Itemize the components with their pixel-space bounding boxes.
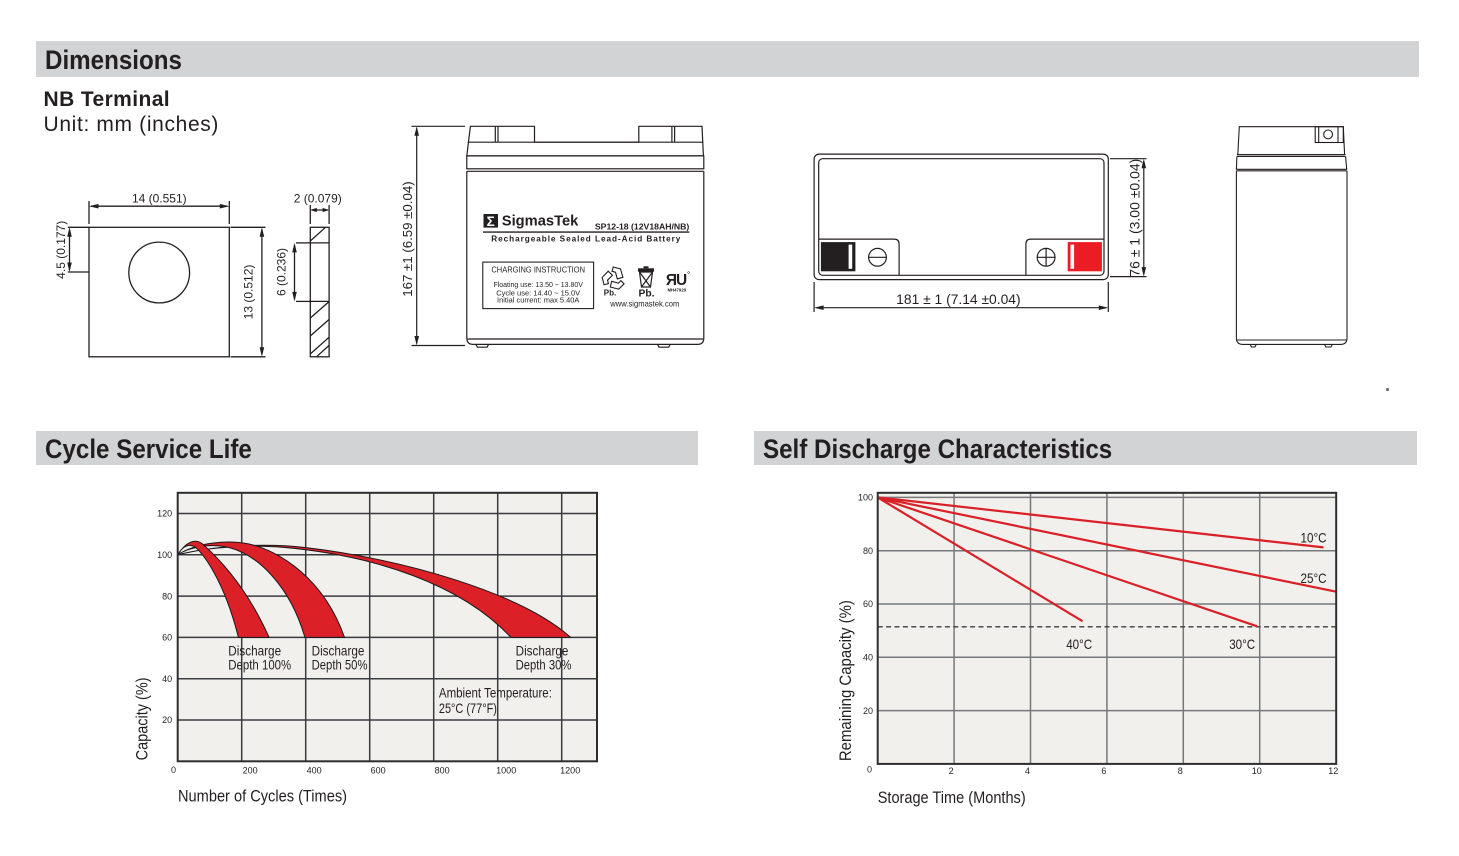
svg-text:Depth 30%: Depth 30% — [516, 657, 572, 673]
svg-text:100: 100 — [858, 493, 873, 503]
svg-text:12: 12 — [1328, 766, 1338, 776]
svg-text:25°C (77°F): 25°C (77°F) — [439, 700, 497, 716]
svg-text:6: 6 — [1101, 766, 1106, 776]
svg-text:10: 10 — [1252, 766, 1262, 776]
svg-text:60: 60 — [863, 599, 873, 609]
svg-text:4: 4 — [1025, 766, 1030, 776]
svg-text:ЯU: ЯU — [666, 272, 687, 289]
svg-text:0: 0 — [867, 765, 872, 775]
svg-text:Discharge: Discharge — [312, 643, 365, 659]
svg-text:Remaining Capacity (%): Remaining Capacity (%) — [836, 600, 855, 761]
svg-text:Floating use: 13.50 ~ 13.80V: Floating use: 13.50 ~ 13.80V — [493, 280, 583, 289]
svg-text:SigmasTek: SigmasTek — [502, 213, 580, 229]
svg-text:www.sigmastek.com: www.sigmastek.com — [609, 299, 679, 308]
svg-text:600: 600 — [371, 766, 386, 776]
svg-text:1000: 1000 — [496, 766, 516, 776]
svg-text:13 (0.512): 13 (0.512) — [241, 265, 255, 320]
svg-text:400: 400 — [307, 766, 322, 776]
svg-text:2 (0.079): 2 (0.079) — [294, 191, 342, 205]
svg-text:CHARGING INSTRUCTION: CHARGING INSTRUCTION — [491, 265, 585, 274]
svg-text:200: 200 — [243, 766, 258, 776]
svg-text:167 ±1 (6.59 ±0.04): 167 ±1 (6.59 ±0.04) — [400, 181, 415, 296]
svg-text:Capacity (%): Capacity (%) — [133, 677, 152, 760]
svg-text:100: 100 — [157, 550, 172, 560]
svg-text:Discharge: Discharge — [516, 643, 569, 659]
svg-text:120: 120 — [157, 509, 172, 519]
svg-text:20: 20 — [162, 715, 172, 725]
svg-text:Discharge: Discharge — [228, 643, 281, 659]
svg-text:80: 80 — [162, 591, 172, 601]
svg-text:SP12-18 (12V18AH/NB): SP12-18 (12V18AH/NB) — [595, 221, 690, 231]
svg-text:MH47929: MH47929 — [667, 288, 686, 293]
svg-text:40: 40 — [863, 653, 873, 663]
svg-text:40: 40 — [162, 674, 172, 684]
svg-text:20: 20 — [863, 706, 873, 716]
svg-text:4.5 (0.177): 4.5 (0.177) — [54, 221, 68, 279]
svg-text:Pb.: Pb. — [604, 289, 616, 298]
svg-text:0: 0 — [171, 765, 176, 775]
svg-text:6 (0.236): 6 (0.236) — [275, 248, 289, 296]
svg-text:25°C: 25°C — [1301, 570, 1327, 586]
svg-text:Ambient Temperature:: Ambient Temperature: — [439, 685, 552, 701]
svg-text:800: 800 — [435, 766, 450, 776]
svg-text:Pb.: Pb. — [638, 288, 654, 299]
svg-text:80: 80 — [863, 546, 873, 556]
svg-text:8: 8 — [1178, 766, 1183, 776]
svg-text:Depth 50%: Depth 50% — [312, 657, 368, 673]
svg-text:181 ± 1 (7.14 ±0.04): 181 ± 1 (7.14 ±0.04) — [896, 292, 1020, 307]
svg-text:Rechargeable Sealed Lead-Acid: Rechargeable Sealed Lead-Acid Battery — [491, 235, 680, 244]
svg-text:2: 2 — [949, 766, 954, 776]
svg-text:30°C: 30°C — [1229, 636, 1255, 652]
svg-text:14 (0.551): 14 (0.551) — [132, 191, 187, 205]
svg-text:Number of Cycles (Times): Number of Cycles (Times) — [178, 787, 347, 806]
svg-text:Depth 100%: Depth 100% — [228, 657, 291, 673]
svg-text:Initial current: max 5.40A: Initial current: max 5.40A — [497, 296, 580, 305]
svg-text:76 ± 1 (3.00 ±0.04): 76 ± 1 (3.00 ±0.04) — [1128, 159, 1143, 277]
svg-text:40°C: 40°C — [1066, 636, 1092, 652]
svg-text:1200: 1200 — [560, 766, 580, 776]
svg-text:10°C: 10°C — [1301, 529, 1327, 545]
svg-text:60: 60 — [162, 633, 172, 643]
svg-text:Σ: Σ — [487, 214, 495, 229]
svg-text:Storage Time (Months): Storage Time (Months) — [878, 788, 1026, 807]
svg-text:Cycle use: 14.40 ~ 15.0V: Cycle use: 14.40 ~ 15.0V — [496, 288, 581, 297]
